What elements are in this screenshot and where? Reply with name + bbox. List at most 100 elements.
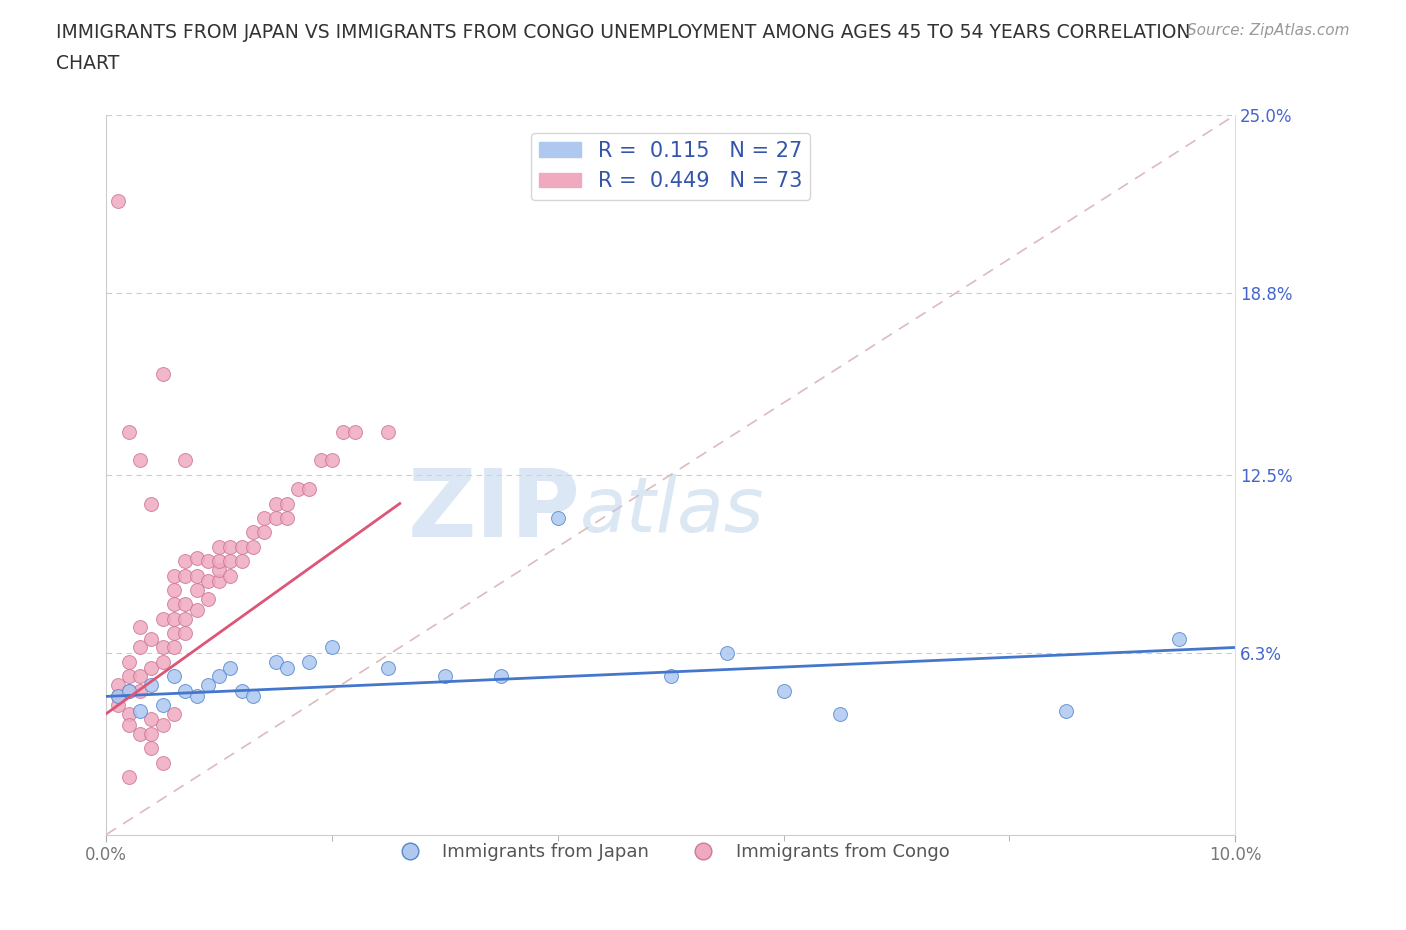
Point: [547, 511, 569, 525]
Point: [287, 482, 309, 497]
Point: [219, 539, 242, 554]
Point: [186, 568, 208, 583]
Point: [152, 698, 174, 712]
Text: IMMIGRANTS FROM JAPAN VS IMMIGRANTS FROM CONGO UNEMPLOYMENT AMONG AGES 45 TO 54 : IMMIGRANTS FROM JAPAN VS IMMIGRANTS FROM…: [56, 23, 1191, 42]
Point: [118, 706, 141, 721]
Point: [152, 611, 174, 626]
Point: [163, 611, 186, 626]
Point: [118, 684, 141, 698]
Point: [107, 677, 129, 692]
Point: [208, 669, 231, 684]
Point: [298, 655, 321, 670]
Point: [332, 424, 354, 439]
Point: [141, 712, 163, 727]
Point: [219, 568, 242, 583]
Point: [129, 726, 152, 741]
Point: [163, 640, 186, 655]
Point: [659, 669, 682, 684]
Point: [253, 511, 276, 525]
Point: [231, 684, 253, 698]
Point: [118, 769, 141, 784]
Point: [129, 684, 152, 698]
Point: [491, 669, 513, 684]
Point: [129, 703, 152, 718]
Point: [107, 194, 129, 209]
Point: [107, 689, 129, 704]
Point: [276, 511, 298, 525]
Point: [129, 620, 152, 635]
Point: [242, 525, 264, 539]
Point: [152, 655, 174, 670]
Point: [1054, 703, 1077, 718]
Point: [152, 718, 174, 733]
Point: [276, 496, 298, 511]
Text: CHART: CHART: [56, 54, 120, 73]
Point: [141, 496, 163, 511]
Point: [253, 525, 276, 539]
Point: [343, 424, 366, 439]
Point: [118, 669, 141, 684]
Point: [264, 496, 287, 511]
Point: [174, 453, 197, 468]
Point: [242, 689, 264, 704]
Point: [298, 482, 321, 497]
Point: [174, 568, 197, 583]
Point: [107, 698, 129, 712]
Point: [163, 626, 186, 641]
Point: [208, 563, 231, 578]
Point: [129, 669, 152, 684]
Point: [264, 511, 287, 525]
Point: [163, 582, 186, 597]
Point: [197, 553, 219, 568]
Point: [163, 568, 186, 583]
Text: ZIP: ZIP: [408, 465, 581, 557]
Point: [321, 453, 343, 468]
Point: [163, 597, 186, 612]
Point: [129, 640, 152, 655]
Point: [174, 626, 197, 641]
Point: [152, 366, 174, 381]
Legend: Immigrants from Japan, Immigrants from Congo: Immigrants from Japan, Immigrants from C…: [384, 836, 957, 869]
Point: [231, 539, 253, 554]
Point: [186, 603, 208, 618]
Point: [163, 669, 186, 684]
Point: [152, 640, 174, 655]
Point: [219, 660, 242, 675]
Point: [174, 684, 197, 698]
Text: atlas: atlas: [581, 473, 765, 548]
Point: [186, 582, 208, 597]
Point: [174, 611, 197, 626]
Point: [1167, 631, 1189, 646]
Point: [433, 669, 456, 684]
Point: [231, 553, 253, 568]
Point: [174, 597, 197, 612]
Point: [118, 424, 141, 439]
Text: Source: ZipAtlas.com: Source: ZipAtlas.com: [1187, 23, 1350, 38]
Point: [163, 706, 186, 721]
Point: [129, 453, 152, 468]
Point: [197, 591, 219, 606]
Point: [377, 424, 399, 439]
Point: [309, 453, 332, 468]
Point: [321, 640, 343, 655]
Point: [118, 655, 141, 670]
Point: [107, 689, 129, 704]
Point: [264, 655, 287, 670]
Point: [276, 660, 298, 675]
Point: [141, 631, 163, 646]
Point: [716, 645, 738, 660]
Point: [828, 706, 851, 721]
Point: [186, 689, 208, 704]
Point: [118, 718, 141, 733]
Point: [141, 660, 163, 675]
Point: [377, 660, 399, 675]
Point: [208, 539, 231, 554]
Point: [174, 553, 197, 568]
Point: [197, 677, 219, 692]
Point: [141, 741, 163, 756]
Point: [118, 684, 141, 698]
Point: [242, 539, 264, 554]
Point: [141, 677, 163, 692]
Point: [208, 553, 231, 568]
Point: [772, 684, 794, 698]
